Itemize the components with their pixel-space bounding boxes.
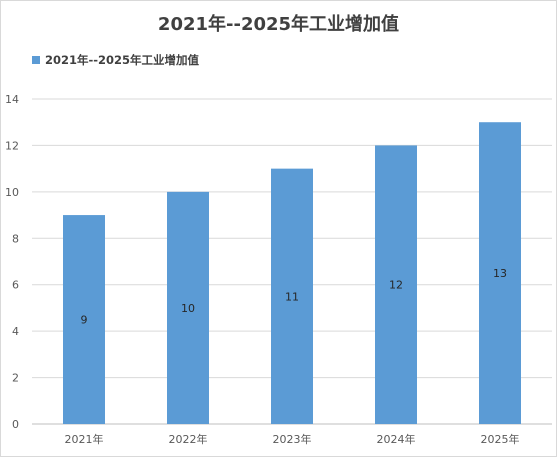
bar bbox=[167, 191, 209, 424]
y-tick-label: 8 bbox=[12, 232, 19, 245]
legend: 2021年--2025年工业增加值 bbox=[32, 52, 199, 68]
y-tick-label: 10 bbox=[5, 186, 19, 199]
x-tick-label: 2025年 bbox=[481, 432, 520, 446]
data-label: 12 bbox=[389, 279, 403, 292]
bar bbox=[271, 168, 313, 424]
x-tick-label: 2024年 bbox=[377, 432, 416, 446]
bar bbox=[479, 122, 521, 424]
bar bbox=[375, 145, 417, 424]
data-label: 10 bbox=[181, 302, 195, 315]
y-tick-label: 12 bbox=[5, 139, 19, 152]
data-label: 11 bbox=[285, 290, 299, 303]
bars bbox=[63, 122, 521, 424]
chart-title: 2021年--2025年工业增加值 bbox=[157, 14, 400, 35]
y-tick-label: 14 bbox=[5, 93, 19, 106]
x-tick-label: 2021年 bbox=[65, 432, 104, 446]
bar bbox=[63, 215, 105, 424]
y-tick-label: 0 bbox=[12, 418, 19, 431]
data-label: 13 bbox=[493, 267, 507, 280]
y-tick-label: 6 bbox=[12, 279, 19, 292]
y-tick-label: 4 bbox=[12, 325, 19, 338]
legend-label: 2021年--2025年工业增加值 bbox=[45, 53, 200, 67]
legend-swatch bbox=[32, 56, 40, 64]
y-tick-label: 2 bbox=[12, 372, 19, 385]
data-label: 9 bbox=[81, 314, 88, 327]
x-tick-label: 2023年 bbox=[273, 432, 312, 446]
labels: 0 2 4 6 8 10 12 14 9 2021年 10 2022年 11 2023年 12 2024年 13… bbox=[5, 93, 520, 446]
x-tick-label: 2022年 bbox=[169, 432, 208, 446]
